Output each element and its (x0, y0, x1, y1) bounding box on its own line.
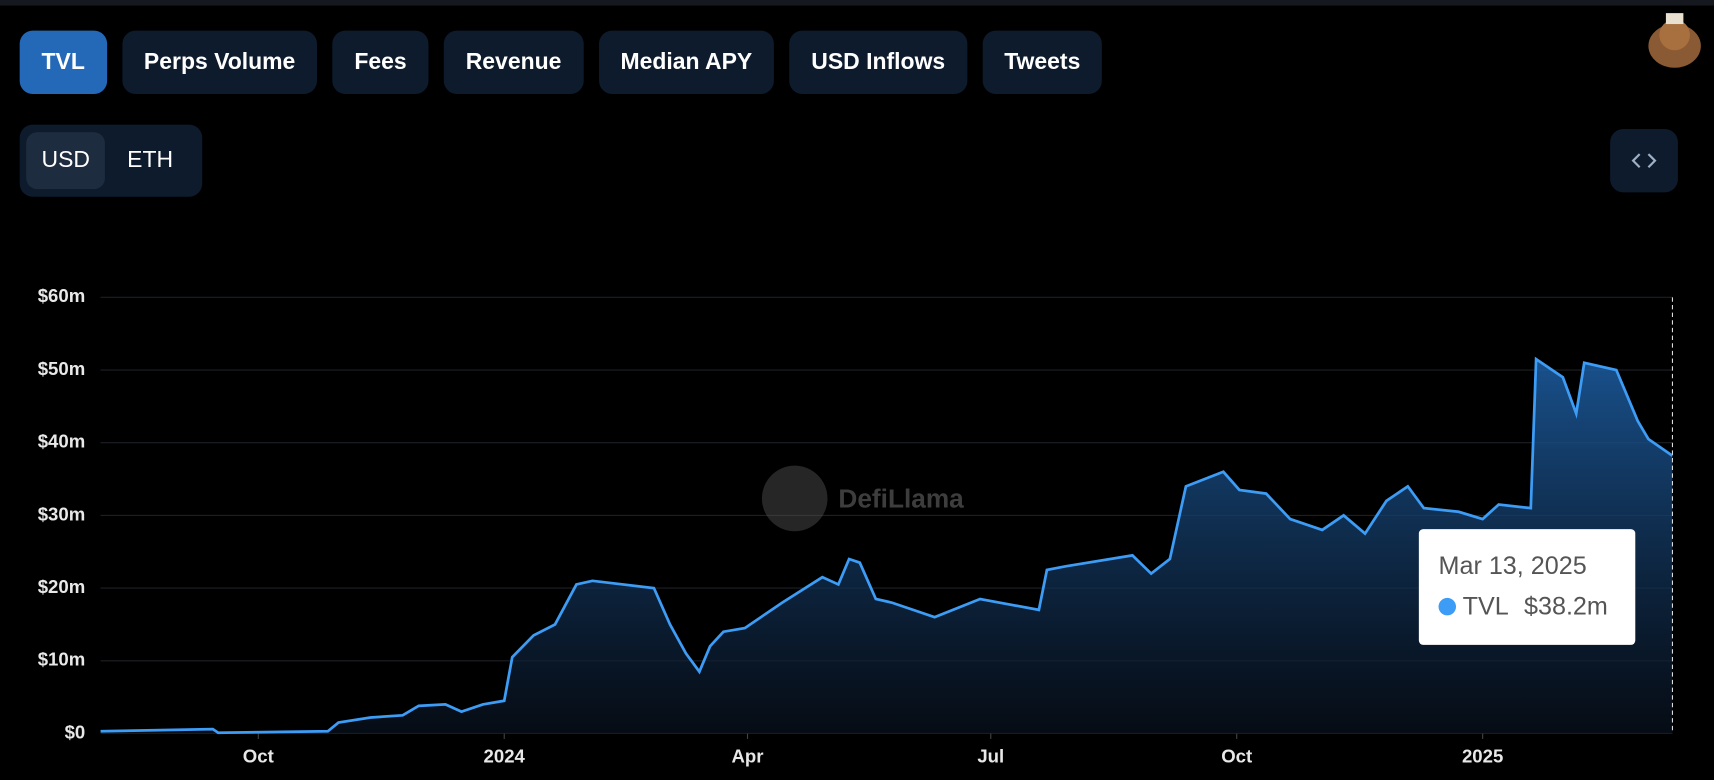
tooltip-dot (1438, 597, 1457, 615)
y-tick-label: $10m (38, 649, 86, 670)
y-tick-label: $40m (38, 431, 86, 452)
tab[interactable]: Revenue (443, 30, 584, 95)
tab[interactable]: Median APY (598, 30, 775, 95)
embed-button[interactable] (1610, 128, 1678, 193)
tab[interactable]: Fees (332, 30, 429, 95)
top-bar (0, 0, 1714, 6)
y-tick-label: $0 (65, 721, 86, 742)
x-tick-label: Oct (243, 745, 274, 766)
x-tick-label: 2024 (484, 745, 526, 766)
avatar[interactable] (1646, 9, 1703, 70)
y-tick-label: $50m (38, 358, 86, 379)
x-tick-label: 2025 (1462, 745, 1503, 766)
tooltip-series: TVL (1462, 591, 1509, 620)
watermark: DefiLlama (761, 465, 964, 532)
x-tick-label: Oct (1221, 745, 1252, 766)
x-tick-label: Jul (977, 745, 1004, 766)
tab[interactable]: Perps Volume (122, 30, 318, 95)
tooltip: Mar 13, 2025 TVL $38.2m (1418, 529, 1636, 645)
y-tick-label: $20m (38, 576, 86, 597)
area (100, 359, 1673, 734)
tab[interactable]: TVL (19, 30, 107, 95)
tab[interactable]: USD Inflows (789, 30, 968, 95)
tooltip-value: $38.2m (1524, 591, 1608, 620)
toggle-option[interactable]: USD (26, 132, 106, 190)
metric-tabs: TVL Perps Volume Fees Revenue Median APY USD … (19, 30, 1103, 95)
x-tick-label: Apr (732, 745, 764, 766)
watermark-text: DefiLlama (838, 484, 964, 514)
y-tick-label: $60m (38, 285, 86, 306)
tab[interactable]: Tweets (982, 30, 1103, 95)
embed-icon (1631, 153, 1657, 169)
currency-toggle: USD ETH (19, 124, 203, 197)
line (100, 356, 1674, 735)
tooltip-row: TVL $38.2m (1438, 591, 1616, 621)
toggle-option[interactable]: ETH (127, 147, 174, 173)
tooltip-date: Mar 13, 2025 (1438, 550, 1587, 580)
y-tick-label: $30m (38, 503, 86, 524)
